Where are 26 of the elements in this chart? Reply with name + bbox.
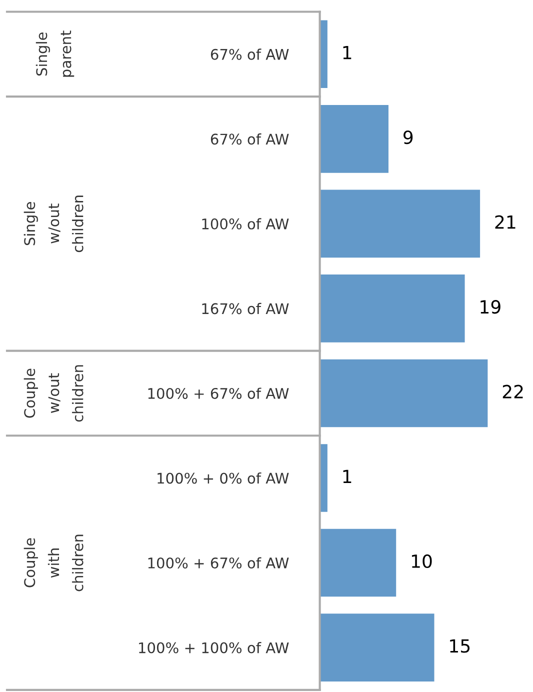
y-tick-label: 67% of AW (210, 133, 289, 145)
bar (320, 614, 434, 682)
text: Couple w/out children (24, 365, 84, 422)
data-label: 1 (343, 470, 352, 483)
text: Single parent (36, 30, 74, 77)
y-tick-label: 100% + 0% of AW (158, 472, 289, 484)
bar (320, 274, 465, 342)
data-label: 22 (502, 384, 523, 398)
y-tick-label: 100% + 100% of AW (139, 642, 289, 654)
text: Couple with children (24, 534, 84, 592)
bar (320, 359, 488, 428)
bar (320, 528, 396, 597)
y-tick-label: 100% + 67% of AW (148, 388, 289, 399)
data-label: 19 (480, 300, 500, 314)
data-label: 15 (450, 639, 470, 653)
data-label: 1 (343, 46, 352, 60)
y-tick-label: 167% of AW (202, 302, 289, 314)
text: Single w/out children (24, 196, 84, 252)
y-tick-label: 100% of AW (202, 218, 289, 230)
data-label: 10 (412, 554, 432, 568)
bar (320, 105, 388, 173)
bar (320, 190, 480, 258)
y-tick-label: 100% + 67% of AW (148, 557, 289, 569)
data-label: 21 (495, 215, 516, 229)
y-tick-label: 67% of AW (210, 48, 289, 60)
data-label: 9 (404, 130, 413, 144)
